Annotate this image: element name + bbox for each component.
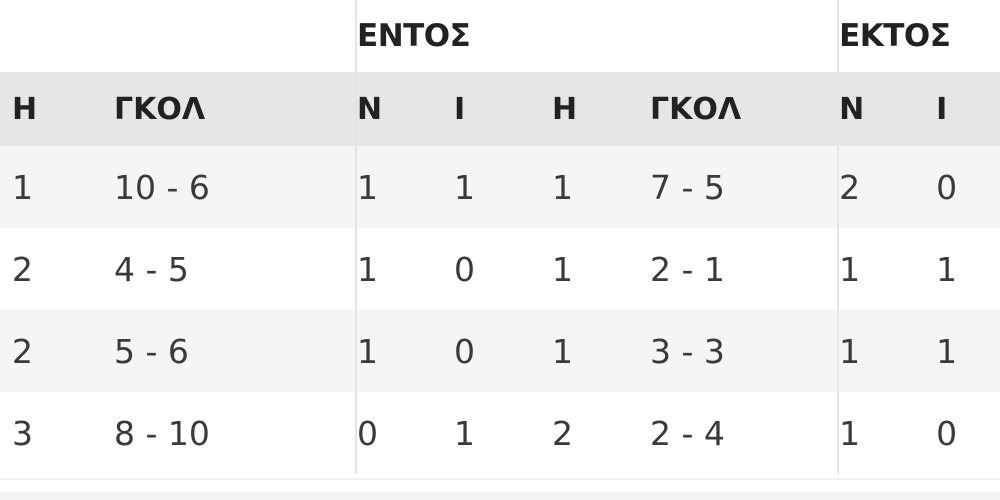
cell-away-wins: 1 xyxy=(837,310,937,392)
table-row[interactable]: 1 3 8 - 10 0 1 2 2 - 4 1 0 xyxy=(0,392,1000,474)
cell-total-goals: 10 - 6 xyxy=(114,146,357,228)
cell-home-wins: 0 xyxy=(355,392,455,474)
col-away-wins[interactable]: Ν xyxy=(837,72,937,146)
cell-away-draws: 1 xyxy=(936,228,1000,310)
cell-total-draws: 1 xyxy=(0,228,12,310)
table-row[interactable]: 1 2 5 - 6 1 0 1 3 - 3 1 1 xyxy=(0,310,1000,392)
cell-home-goals: 3 - 3 xyxy=(650,310,839,392)
group-home-header: ΕΝΤΟΣ xyxy=(355,0,839,72)
cell-home-wins: 1 xyxy=(355,310,455,392)
cell-home-draws: 1 xyxy=(454,392,553,474)
cell-total-losses: 1 xyxy=(12,146,114,228)
cell-home-losses: 2 xyxy=(552,392,651,474)
cell-home-losses: 1 xyxy=(552,146,651,228)
col-home-goals[interactable]: ΓΚΟΛ xyxy=(650,72,839,146)
group-total-header: ΛΟ xyxy=(0,0,357,72)
cell-away-draws: 0 xyxy=(936,392,1000,474)
table-row[interactable]: 1 2 4 - 5 1 0 1 2 - 1 1 1 xyxy=(0,228,1000,310)
cell-total-draws: 1 xyxy=(0,146,12,228)
cell-home-wins: 1 xyxy=(355,146,455,228)
standings-table: ΛΟ ΕΝΤΟΣ ΕΚΤΟΣ Ι Η ΓΚΟΛ Ν Ι Η ΓΚΟΛ Ν Ι 1… xyxy=(0,0,1000,474)
table-footer-divider xyxy=(0,478,1000,500)
cell-home-wins: 1 xyxy=(355,228,455,310)
group-header-row: ΛΟ ΕΝΤΟΣ ΕΚΤΟΣ xyxy=(0,0,1000,72)
cell-home-draws: 0 xyxy=(454,310,553,392)
col-home-losses[interactable]: Η xyxy=(552,72,651,146)
cell-total-goals: 5 - 6 xyxy=(114,310,357,392)
cell-away-wins: 2 xyxy=(837,146,937,228)
col-total-losses[interactable]: Η xyxy=(12,72,114,146)
group-away-header: ΕΚΤΟΣ xyxy=(837,0,1000,72)
cell-home-goals: 2 - 1 xyxy=(650,228,839,310)
cell-total-draws: 1 xyxy=(0,392,12,474)
cell-total-losses: 2 xyxy=(12,310,114,392)
cell-total-losses: 3 xyxy=(12,392,114,474)
col-away-draws[interactable]: Ι xyxy=(936,72,1000,146)
cell-home-draws: 1 xyxy=(454,146,553,228)
cell-home-goals: 2 - 4 xyxy=(650,392,839,474)
footer-band xyxy=(0,492,1000,500)
cell-away-draws: 1 xyxy=(936,310,1000,392)
cell-total-losses: 2 xyxy=(12,228,114,310)
cell-total-goals: 8 - 10 xyxy=(114,392,357,474)
cell-home-losses: 1 xyxy=(552,310,651,392)
cell-home-goals: 7 - 5 xyxy=(650,146,839,228)
table-row[interactable]: 1 1 10 - 6 1 1 1 7 - 5 2 0 xyxy=(0,146,1000,228)
cell-total-draws: 1 xyxy=(0,310,12,392)
cell-home-draws: 0 xyxy=(454,228,553,310)
cell-away-wins: 1 xyxy=(837,228,937,310)
cell-total-goals: 4 - 5 xyxy=(114,228,357,310)
cell-home-losses: 1 xyxy=(552,228,651,310)
cell-away-draws: 0 xyxy=(936,146,1000,228)
cell-away-wins: 1 xyxy=(837,392,937,474)
col-home-draws[interactable]: Ι xyxy=(454,72,553,146)
col-total-draws[interactable]: Ι xyxy=(0,72,12,146)
col-total-goals[interactable]: ΓΚΟΛ xyxy=(114,72,357,146)
col-home-wins[interactable]: Ν xyxy=(355,72,455,146)
column-header-row: Ι Η ΓΚΟΛ Ν Ι Η ΓΚΟΛ Ν Ι xyxy=(0,72,1000,146)
